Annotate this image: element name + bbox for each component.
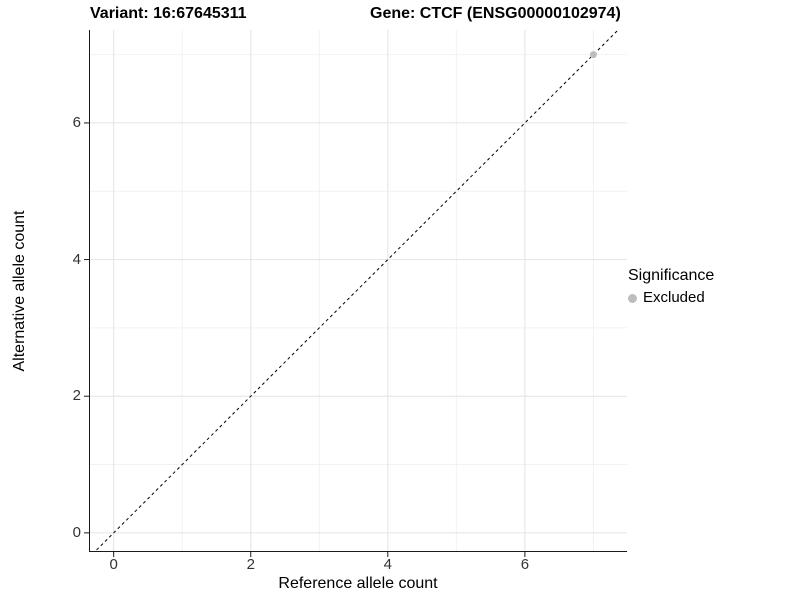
y-axis-title: Alternative allele count xyxy=(11,210,28,372)
legend-item: Excluded xyxy=(628,289,798,307)
legend-point-icon xyxy=(628,293,637,303)
y-tick-label: 2 xyxy=(72,387,81,405)
y-tick-label: 6 xyxy=(72,113,81,131)
x-tick-label: 2 xyxy=(246,556,255,573)
legend-items: Excluded xyxy=(628,289,798,307)
x-axis-title: Reference allele count xyxy=(278,575,438,592)
y-tick-label: 0 xyxy=(72,523,81,541)
identity-line xyxy=(93,30,619,552)
legend-item-label: Excluded xyxy=(643,289,705,306)
x-tick-label: 6 xyxy=(520,556,530,573)
x-tick-label: 0 xyxy=(109,556,118,573)
plot-panel xyxy=(84,30,627,557)
plot-canvas xyxy=(84,30,627,557)
x-tick-label: 4 xyxy=(383,556,392,573)
y-tick-label: 4 xyxy=(72,250,81,268)
plot-title-variant: Variant: 16:67645311 xyxy=(90,5,247,22)
data-point xyxy=(589,51,597,59)
plot-title-gene: Gene: CTCF (ENSG00000102974) xyxy=(370,5,621,22)
legend: Significance Excluded xyxy=(628,266,798,307)
legend-title: Significance xyxy=(628,267,715,284)
